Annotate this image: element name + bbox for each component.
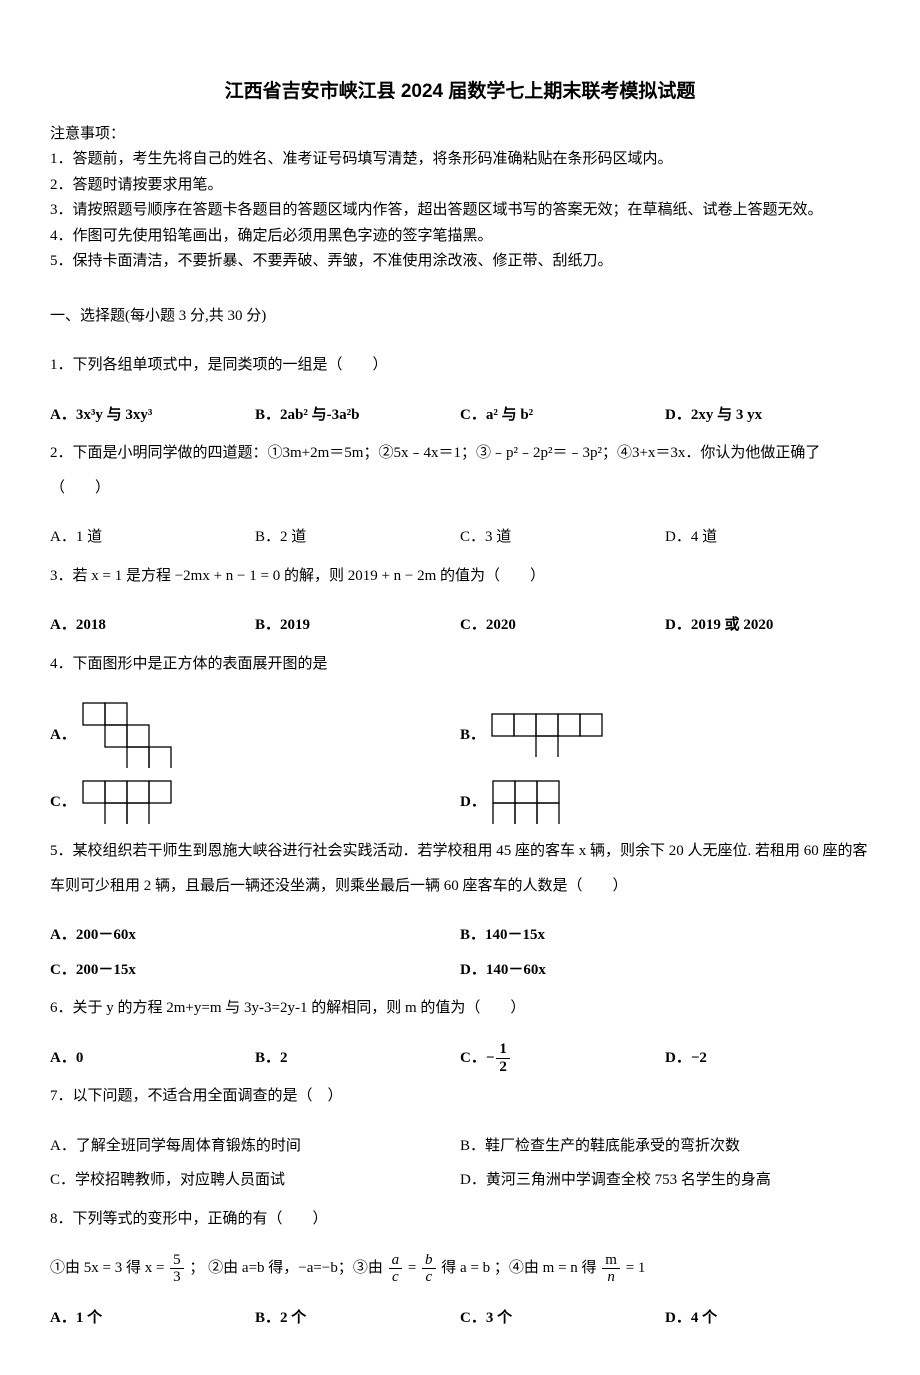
q8-opt-a: A．1 个 [50, 1301, 255, 1336]
q5-opt-b: B．140－15x [460, 918, 870, 953]
q5-opt-d: D．140－60x [460, 953, 870, 988]
q4-opt-b: B． [460, 713, 870, 757]
q6-stem: 6．关于 y 的方程 2m+y=m 与 3y-3=2y-1 的解相同，则 m 的… [50, 991, 870, 1026]
q3-opt-b: B．2019 [255, 608, 460, 643]
q1-opt-d: D．2xy 与 3 yx [665, 398, 870, 433]
q6-opt-c-label: C． [460, 1050, 486, 1066]
q3-opt-c: C．2020 [460, 608, 665, 643]
q1-opt-b: B．2ab² 与-3a²b [255, 398, 460, 433]
q8-stem: 8．下列等式的变形中，正确的有（ ） [50, 1202, 870, 1237]
q4-opt-a: A． [50, 702, 460, 768]
q8-item4-post: = 1 [622, 1260, 645, 1276]
q6-opt-a: A．0 [50, 1041, 255, 1076]
q1-opt-c: C．a² 与 b² [460, 398, 665, 433]
q2-opt-a: A．1 道 [50, 520, 255, 555]
q2-stem: 2．下面是小明同学做的四道题：①3m+2m＝5m；②5x﹣4x＝1；③﹣p²﹣2… [50, 436, 870, 505]
q2-opt-d: D．4 道 [665, 520, 870, 555]
cube-net-a-icon [82, 702, 192, 768]
q7-opt-d: D．黄河三角洲中学调查全校 753 名学生的身高 [460, 1163, 870, 1198]
q6-opt-b: B．2 [255, 1041, 460, 1076]
exam-title: 江西省吉安市峡江县 2024 届数学七上期末联考模拟试题 [50, 70, 870, 114]
q7-stem: 7．以下问题，不适合用全面调查的是（ ） [50, 1079, 870, 1114]
q2-opt-b: B．2 道 [255, 520, 460, 555]
q4-opt-b-label: B． [460, 718, 485, 753]
q5-opt-c: C．200－15x [50, 953, 460, 988]
q8-item1-post: ； ②由 a=b 得，−a=−b；③由 [186, 1260, 387, 1276]
q8-opt-d: D．4 个 [665, 1301, 870, 1336]
q8-opt-b: B．2 个 [255, 1301, 460, 1336]
q7-opt-a: A．了解全班同学每周体育锻炼的时间 [50, 1129, 460, 1164]
q4-stem: 4．下面图形中是正方体的表面展开图的是 [50, 647, 870, 682]
q1-opt-a: A．3x³y 与 3xy³ [50, 398, 255, 433]
q3-opt-a: A．2018 [50, 608, 255, 643]
notice-item: 5．保持卡面清洁，不要折暴、不要弄破、弄皱，不准使用涂改液、修正带、刮纸刀。 [50, 249, 870, 275]
notice-item: 3．请按照题号顺序在答题卡各题目的答题区域内作答，超出答题区域书写的答案无效；在… [50, 198, 870, 224]
q6-opt-c: C．−12 [460, 1041, 665, 1076]
q3-opt-d: D．2019 或 2020 [665, 608, 870, 643]
cube-net-c-icon [82, 780, 192, 824]
notice-item: 4．作图可先使用铅笔画出，确定后必须用黑色字迹的签字笔描黑。 [50, 224, 870, 250]
q4-opt-c-label: C． [50, 785, 76, 820]
q8-opt-c: C．3 个 [460, 1301, 665, 1336]
q1-stem: 1．下列各组单项式中，是同类项的一组是（ ） [50, 348, 870, 383]
notice-heading: 注意事项： [50, 122, 870, 148]
q6-opt-d: D．−2 [665, 1041, 870, 1076]
q2-opt-c: C．3 道 [460, 520, 665, 555]
q3-stem: 3．若 x = 1 是方程 −2mx + n − 1 = 0 的解，则 2019… [50, 559, 870, 594]
q8-items: ①由 5x = 3 得 x = 53 ； ②由 a=b 得，−a=−b；③由 a… [50, 1251, 870, 1286]
cube-net-b-icon [491, 713, 623, 757]
q8-item3-mid: 得 a = b ；④由 m = n 得 [438, 1260, 601, 1276]
q5-opt-a: A．200－60x [50, 918, 460, 953]
q4-opt-d-label: D． [460, 785, 486, 820]
q8-item1-pre: ①由 5x = 3 得 x = [50, 1260, 168, 1276]
notice-item: 2．答题时请按要求用笔。 [50, 173, 870, 199]
section-header: 一、选择题(每小题 3 分,共 30 分) [50, 299, 870, 334]
q4-opt-c: C． [50, 780, 460, 824]
q7-opt-b: B．鞋厂检查生产的鞋底能承受的弯折次数 [460, 1129, 870, 1164]
q4-opt-d: D． [460, 780, 870, 824]
q4-opt-a-label: A． [50, 718, 76, 753]
q5-stem: 5．某校组织若干师生到恩施大峡谷进行社会实践活动．若学校租用 45 座的客车 x… [50, 834, 870, 903]
q7-opt-c: C．学校招聘教师，对应聘人员面试 [50, 1163, 460, 1198]
cube-net-d-icon [492, 780, 580, 824]
notice-item: 1．答题前，考生先将自己的姓名、准考证号码填写清楚，将条形码准确粘贴在条形码区域… [50, 147, 870, 173]
